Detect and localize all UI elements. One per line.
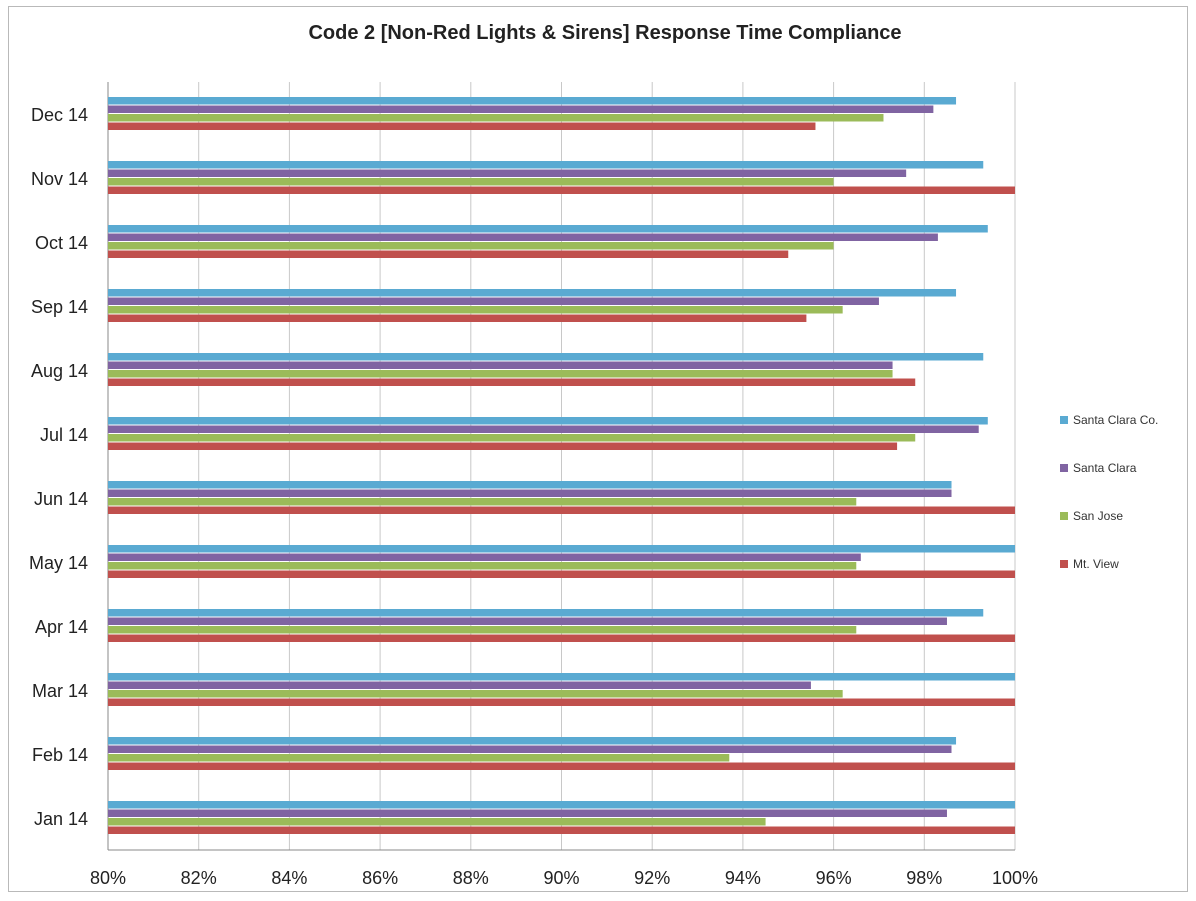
- x-tick-label: 92%: [634, 868, 670, 888]
- bar: [108, 289, 957, 297]
- x-tick-label: 88%: [453, 868, 489, 888]
- bar: [108, 434, 916, 442]
- bar: [108, 314, 807, 322]
- bar: [108, 105, 934, 113]
- bar: [108, 626, 857, 634]
- bar: [108, 818, 766, 826]
- y-tick-label: Apr 14: [35, 617, 88, 637]
- y-tick-label: Jan 14: [34, 809, 88, 829]
- bar: [108, 306, 843, 314]
- bar: [108, 681, 811, 689]
- bar: [108, 745, 952, 753]
- bar: [108, 178, 834, 186]
- x-tick-label: 98%: [906, 868, 942, 888]
- bar: [108, 562, 857, 570]
- bar: [108, 425, 979, 433]
- bar: [108, 114, 884, 122]
- bar: [108, 545, 1015, 553]
- legend-label: Santa Clara Co.: [1073, 413, 1159, 427]
- y-tick-label: Aug 14: [31, 361, 88, 381]
- bar: [108, 233, 938, 241]
- x-tick-label: 80%: [90, 868, 126, 888]
- legend-swatch: [1060, 512, 1068, 520]
- bar: [108, 122, 816, 130]
- bar: [108, 762, 1015, 770]
- legend-swatch: [1060, 416, 1068, 424]
- x-tick-label: 94%: [725, 868, 761, 888]
- legend-swatch: [1060, 464, 1068, 472]
- bar: [108, 553, 861, 561]
- y-tick-label: Jun 14: [34, 489, 88, 509]
- x-tick-label: 84%: [271, 868, 307, 888]
- y-tick-label: Sep 14: [31, 297, 88, 317]
- bar: [108, 754, 730, 762]
- legend-label: Mt. View: [1073, 557, 1119, 571]
- bar: [108, 570, 1015, 578]
- bar: [108, 481, 952, 489]
- legend-item: Mt. View: [1060, 540, 1190, 588]
- bar: [108, 250, 789, 258]
- legend-label: San Jose: [1073, 509, 1124, 523]
- bar: [108, 225, 988, 233]
- legend-item: San Jose: [1060, 492, 1190, 540]
- bar: [108, 826, 1015, 834]
- legend-swatch: [1060, 560, 1068, 568]
- bar: [108, 169, 907, 177]
- bar: [108, 698, 1015, 706]
- bar: [108, 161, 984, 169]
- x-tick-label: 82%: [181, 868, 217, 888]
- y-tick-label: Dec 14: [31, 105, 88, 125]
- bar: [108, 186, 1015, 194]
- bar: [108, 498, 857, 506]
- legend-item: Santa Clara Co.: [1060, 396, 1190, 444]
- legend: Santa Clara Co. Santa Clara San Jose Mt.…: [1060, 396, 1190, 588]
- bar: [108, 489, 952, 497]
- legend-label: Santa Clara: [1073, 461, 1137, 475]
- bar: [108, 617, 947, 625]
- bar: [108, 417, 988, 425]
- bar: [108, 609, 984, 617]
- x-tick-label: 96%: [816, 868, 852, 888]
- bar: [108, 737, 957, 745]
- y-tick-label: Oct 14: [35, 233, 88, 253]
- bar: [108, 370, 893, 378]
- bar: [108, 690, 843, 698]
- legend-item: Santa Clara: [1060, 444, 1190, 492]
- bar: [108, 378, 916, 386]
- y-tick-label: Feb 14: [32, 745, 88, 765]
- bar: [108, 809, 947, 817]
- bar: [108, 634, 1015, 642]
- bar: [108, 442, 898, 450]
- bar: [108, 353, 984, 361]
- x-tick-label: 90%: [543, 868, 579, 888]
- y-tick-label: Mar 14: [32, 681, 88, 701]
- bar: [108, 297, 879, 305]
- bar: [108, 506, 1015, 514]
- y-tick-label: Jul 14: [40, 425, 88, 445]
- bar: [108, 97, 957, 105]
- bar: [108, 801, 1015, 809]
- y-tick-label: Nov 14: [31, 169, 88, 189]
- bar: [108, 673, 1015, 681]
- bar: [108, 242, 834, 250]
- x-tick-label: 100%: [992, 868, 1038, 888]
- x-tick-label: 86%: [362, 868, 398, 888]
- y-tick-label: May 14: [29, 553, 88, 573]
- chart-title: Code 2 [Non-Red Lights & Sirens] Respons…: [308, 22, 902, 44]
- bar: [108, 361, 893, 369]
